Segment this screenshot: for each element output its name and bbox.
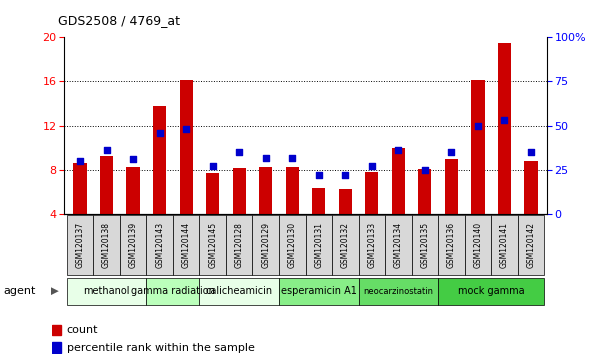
- Text: GSM120145: GSM120145: [208, 222, 217, 268]
- Point: [500, 118, 510, 123]
- FancyBboxPatch shape: [279, 278, 359, 305]
- Text: GSM120136: GSM120136: [447, 222, 456, 268]
- FancyBboxPatch shape: [464, 215, 491, 275]
- Bar: [338, 189, 352, 214]
- Text: GSM120144: GSM120144: [181, 222, 191, 268]
- Point: [128, 156, 138, 162]
- Text: mock gamma: mock gamma: [458, 286, 524, 296]
- Bar: [100, 155, 113, 214]
- FancyBboxPatch shape: [385, 215, 412, 275]
- Point: [155, 130, 164, 136]
- Bar: [233, 168, 246, 214]
- FancyBboxPatch shape: [412, 215, 438, 275]
- FancyBboxPatch shape: [147, 215, 173, 275]
- FancyBboxPatch shape: [120, 215, 147, 275]
- FancyBboxPatch shape: [306, 215, 332, 275]
- FancyBboxPatch shape: [67, 215, 93, 275]
- FancyBboxPatch shape: [252, 215, 279, 275]
- Point: [393, 148, 403, 153]
- Point: [101, 148, 111, 153]
- Text: GSM120129: GSM120129: [262, 222, 270, 268]
- FancyBboxPatch shape: [147, 278, 199, 305]
- Bar: [445, 159, 458, 214]
- Point: [75, 158, 85, 164]
- FancyBboxPatch shape: [199, 278, 279, 305]
- FancyBboxPatch shape: [438, 215, 464, 275]
- Text: GSM120135: GSM120135: [420, 222, 430, 268]
- Point: [526, 149, 536, 155]
- Text: GSM120142: GSM120142: [527, 222, 535, 268]
- FancyBboxPatch shape: [279, 215, 306, 275]
- Bar: [259, 167, 273, 214]
- Bar: [180, 80, 193, 214]
- FancyBboxPatch shape: [93, 215, 120, 275]
- Text: percentile rank within the sample: percentile rank within the sample: [67, 343, 254, 353]
- Point: [340, 172, 350, 178]
- Text: calicheamicin: calicheamicin: [206, 286, 273, 296]
- Text: GSM120139: GSM120139: [128, 222, 137, 268]
- Text: GSM120143: GSM120143: [155, 222, 164, 268]
- Text: GSM120137: GSM120137: [76, 222, 84, 268]
- Point: [367, 164, 377, 169]
- FancyBboxPatch shape: [332, 215, 359, 275]
- FancyBboxPatch shape: [491, 215, 518, 275]
- Point: [287, 155, 297, 160]
- Text: GSM120140: GSM120140: [474, 222, 483, 268]
- Bar: [126, 167, 140, 214]
- Text: methanol: methanol: [83, 286, 130, 296]
- Bar: [392, 148, 405, 214]
- FancyBboxPatch shape: [67, 278, 147, 305]
- Point: [473, 123, 483, 129]
- Bar: [285, 167, 299, 214]
- Text: GSM120131: GSM120131: [314, 222, 323, 268]
- Text: GSM120133: GSM120133: [367, 222, 376, 268]
- FancyBboxPatch shape: [359, 215, 385, 275]
- FancyBboxPatch shape: [173, 215, 199, 275]
- Text: GDS2508 / 4769_at: GDS2508 / 4769_at: [58, 14, 180, 27]
- Text: GSM120134: GSM120134: [394, 222, 403, 268]
- FancyBboxPatch shape: [438, 278, 544, 305]
- Text: GSM120128: GSM120128: [235, 222, 244, 268]
- Bar: [52, 325, 61, 335]
- Bar: [52, 342, 61, 353]
- Point: [234, 149, 244, 155]
- Bar: [524, 161, 538, 214]
- Bar: [153, 106, 166, 214]
- Point: [181, 126, 191, 132]
- Text: agent: agent: [3, 286, 35, 296]
- FancyBboxPatch shape: [199, 215, 226, 275]
- Point: [208, 164, 218, 169]
- Bar: [418, 169, 431, 214]
- Text: neocarzinostatin: neocarzinostatin: [364, 287, 433, 296]
- FancyBboxPatch shape: [359, 278, 438, 305]
- Text: gamma radiation: gamma radiation: [131, 286, 215, 296]
- Point: [447, 149, 456, 155]
- Bar: [206, 173, 219, 214]
- Text: count: count: [67, 325, 98, 335]
- Point: [420, 167, 430, 173]
- Bar: [73, 163, 87, 214]
- Text: GSM120132: GSM120132: [341, 222, 349, 268]
- FancyBboxPatch shape: [518, 215, 544, 275]
- Text: GSM120130: GSM120130: [288, 222, 297, 268]
- Text: GSM120138: GSM120138: [102, 222, 111, 268]
- Bar: [471, 80, 485, 214]
- Text: GSM120141: GSM120141: [500, 222, 509, 268]
- Bar: [312, 188, 326, 214]
- Point: [261, 155, 271, 160]
- FancyBboxPatch shape: [226, 215, 252, 275]
- Text: esperamicin A1: esperamicin A1: [281, 286, 357, 296]
- Bar: [365, 172, 378, 214]
- Point: [314, 172, 324, 178]
- Bar: [498, 43, 511, 214]
